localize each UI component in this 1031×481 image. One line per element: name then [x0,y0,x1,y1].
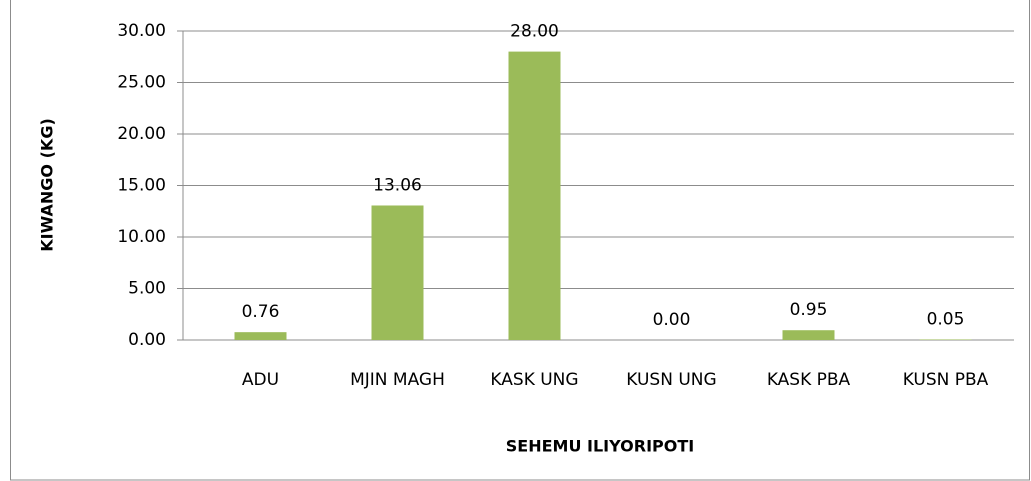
y-tick-label: 10.00 [117,227,166,247]
y-tick-label: 15.00 [117,176,166,196]
bar [508,51,561,340]
data-label: 0.95 [790,300,828,320]
y-tick-label: 0.00 [128,330,166,350]
y-tick-label: 5.00 [128,279,166,299]
y-tick-label: 20.00 [117,124,166,144]
y-axis-title: KIWANGO (KG) [38,118,57,252]
bar [234,332,287,340]
x-tick-label: KASK PBA [767,370,851,390]
bar [371,205,424,340]
x-axis-title: SEHEMU ILIYORIPOTI [506,437,694,456]
x-tick-label: ADU [242,370,279,390]
x-tick-label: KUSN UNG [626,370,716,390]
x-tick-label: KUSN PBA [903,370,989,390]
y-tick-label: 30.00 [117,21,166,41]
bar [782,330,835,340]
x-tick-label: MJIN MAGH [350,370,445,390]
x-tick-label: KASK UNG [490,370,578,390]
y-tick-label: 25.00 [117,73,166,93]
data-label: 0.76 [242,302,280,322]
data-label: 0.00 [653,310,691,330]
data-label: 0.05 [927,309,965,329]
data-label: 13.06 [373,175,422,195]
bar [919,339,972,340]
data-label: 28.00 [510,22,559,42]
